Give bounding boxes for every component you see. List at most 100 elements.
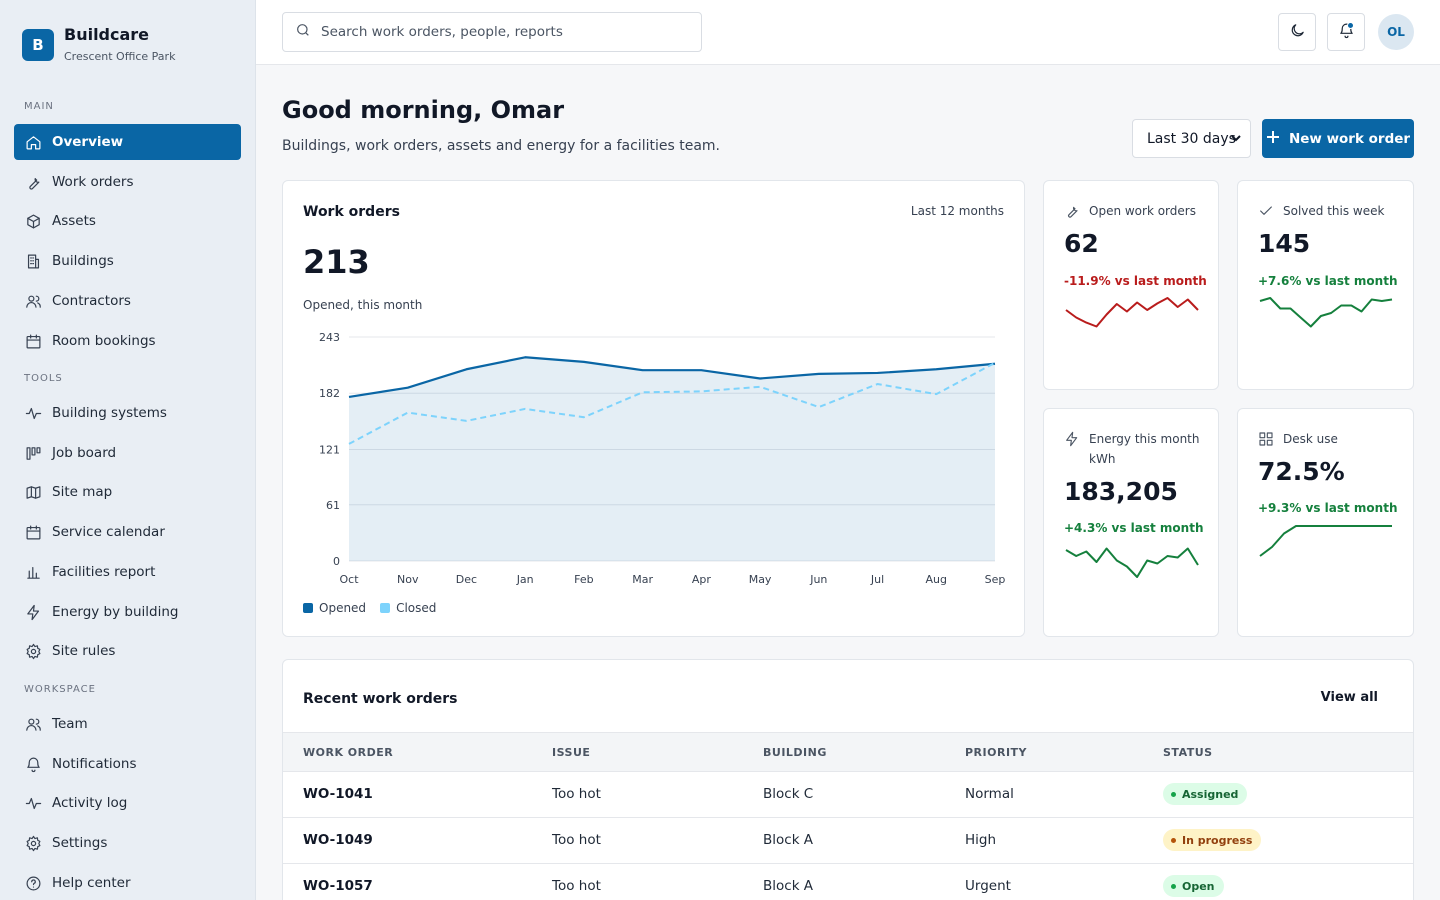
check-icon — [1258, 201, 1283, 225]
sidebar-item-job-board[interactable]: Job board — [14, 435, 241, 471]
sidebar-item-energy-by-building[interactable]: Energy by building — [14, 594, 241, 630]
sidebar-item-label: Building systems — [52, 405, 167, 421]
x-tick-label: Mar — [632, 573, 653, 586]
search-icon — [295, 22, 311, 42]
legend-item-opened[interactable]: Opened — [303, 601, 366, 615]
series-line-opened — [348, 356, 996, 399]
theme-toggle-button[interactable] — [1278, 13, 1316, 51]
sidebar-item-help-center[interactable]: Help center — [14, 865, 241, 900]
site-name: Crescent Office Park — [64, 50, 176, 63]
issue-cell: Too hot — [552, 832, 601, 848]
stat-value: 145 — [1258, 229, 1311, 258]
table-row[interactable]: WO-1049 Too hot Block A High In progress — [283, 818, 1413, 864]
stat-card-open-work-orders[interactable]: Open work orders 62 -11.9% vs last month — [1043, 180, 1219, 390]
sidebar-item-site-rules[interactable]: Site rules — [14, 633, 241, 669]
table-row[interactable]: WO-1057 Too hot Block A Urgent Open — [283, 864, 1413, 900]
sparkline — [1259, 525, 1392, 557]
legend-swatch-opened — [303, 603, 313, 613]
stat-card-energy-this-month[interactable]: Energy this month kWh 183,205 +4.3% vs l… — [1043, 408, 1219, 637]
sidebar-item-facilities-report[interactable]: Facilities report — [14, 554, 241, 590]
stat-label: Open work orders — [1064, 201, 1214, 225]
sidebar-item-label: Team — [52, 716, 88, 732]
stat-label: Solved this week — [1258, 201, 1408, 225]
sparkline — [1065, 297, 1199, 328]
column-header-priority[interactable]: PRIORITY — [965, 746, 1028, 759]
help-icon — [24, 874, 42, 892]
calendar-icon — [24, 523, 42, 541]
legend-item-closed[interactable]: Closed — [380, 601, 436, 615]
sidebar-item-settings[interactable]: Settings — [14, 825, 241, 861]
sidebar-item-label: Notifications — [52, 756, 137, 772]
legend-label-closed: Closed — [396, 601, 437, 615]
work-order-id[interactable]: WO-1049 — [303, 832, 373, 848]
column-header-building[interactable]: BUILDING — [763, 746, 827, 759]
stat-card-desk-use[interactable]: Desk use 72.5% +9.3% vs last month — [1237, 408, 1414, 637]
sidebar-item-label: Activity log — [52, 795, 128, 811]
sidebar-item-activity-log[interactable]: Activity log — [14, 785, 241, 821]
sidebar-item-team[interactable]: Team — [14, 706, 241, 742]
work-order-id[interactable]: WO-1041 — [303, 786, 373, 802]
x-tick-label: Oct — [339, 573, 359, 586]
series-area-opened — [349, 357, 995, 561]
building-cell: Block A — [763, 832, 814, 848]
x-tick-label: Jul — [870, 573, 884, 586]
table-row[interactable]: WO-1041 Too hot Block C Normal Assigned — [283, 772, 1413, 818]
issue-cell: Too hot — [552, 878, 601, 894]
page-subtitle: Buildings, work orders, assets and energ… — [282, 138, 720, 154]
date-range-select[interactable]: Last 30 days — [1132, 119, 1251, 158]
page-title: Good morning, Omar — [282, 96, 565, 124]
new-work-order-label: New work order — [1288, 130, 1411, 147]
box-icon — [24, 212, 42, 230]
new-work-order-button[interactable]: New work order — [1262, 119, 1414, 158]
sidebar-item-label: Service calendar — [52, 524, 165, 540]
nav-section-workspace: WORKSPACE — [24, 684, 96, 695]
sidebar-item-label: Overview — [52, 134, 124, 150]
users-icon — [24, 292, 42, 310]
stat-delta: +7.6% vs last month — [1258, 274, 1398, 288]
stat-value: 62 — [1064, 229, 1099, 258]
sparkline-path — [1065, 297, 1199, 328]
kanban-icon — [24, 444, 42, 462]
series-line-closed — [348, 361, 996, 445]
nav-section-main: MAIN — [24, 101, 54, 112]
map-icon — [24, 483, 42, 501]
home-icon — [24, 133, 42, 151]
chevron-down-icon — [1230, 132, 1242, 144]
y-tick-label: 182 — [319, 387, 340, 400]
sidebar-item-notifications[interactable]: Notifications — [14, 746, 241, 782]
sidebar-item-assets[interactable]: Assets — [14, 203, 241, 239]
table-header: WORK ORDER ISSUE BUILDING PRIORITY STATU… — [283, 732, 1413, 772]
sidebar-item-room-bookings[interactable]: Room bookings — [14, 323, 241, 359]
priority-cell: High — [965, 832, 997, 848]
search-box[interactable] — [282, 12, 702, 52]
y-tick-label: 61 — [326, 499, 340, 512]
work-order-id[interactable]: WO-1057 — [303, 878, 373, 894]
brand[interactable]: B Buildcare Crescent Office Park — [22, 25, 176, 63]
sidebar-item-contractors[interactable]: Contractors — [14, 283, 241, 319]
sidebar-item-work-orders[interactable]: Work orders — [14, 164, 241, 200]
brand-logo: B — [22, 29, 54, 61]
bell-icon — [1338, 22, 1355, 43]
sidebar-item-building-systems[interactable]: Building systems — [14, 395, 241, 431]
search-input[interactable] — [321, 24, 681, 40]
sidebar-item-overview[interactable]: Overview — [14, 124, 241, 160]
notifications-button[interactable] — [1327, 13, 1365, 51]
stat-card-solved-this-week[interactable]: Solved this week 145 +7.6% vs last month — [1237, 180, 1414, 390]
x-tick-label: Apr — [692, 573, 712, 586]
column-header-work-order[interactable]: WORK ORDER — [303, 746, 394, 759]
bell-icon — [24, 755, 42, 773]
column-header-status[interactable]: STATUS — [1163, 746, 1213, 759]
avatar[interactable]: OL — [1378, 14, 1414, 50]
sidebar-item-site-map[interactable]: Site map — [14, 474, 241, 510]
x-tick-label: Sep — [985, 573, 1006, 586]
sidebar-item-service-calendar[interactable]: Service calendar — [14, 514, 241, 550]
sidebar-item-label: Assets — [52, 213, 96, 229]
wrench-icon — [1064, 201, 1089, 225]
column-header-issue[interactable]: ISSUE — [552, 746, 591, 759]
status-dot — [1171, 791, 1176, 797]
sidebar-item-buildings[interactable]: Buildings — [14, 243, 241, 279]
users-icon — [24, 715, 42, 733]
view-all-link[interactable]: View all — [1320, 690, 1378, 705]
sidebar-item-label: Site rules — [52, 643, 116, 659]
moon-icon — [1289, 22, 1306, 43]
